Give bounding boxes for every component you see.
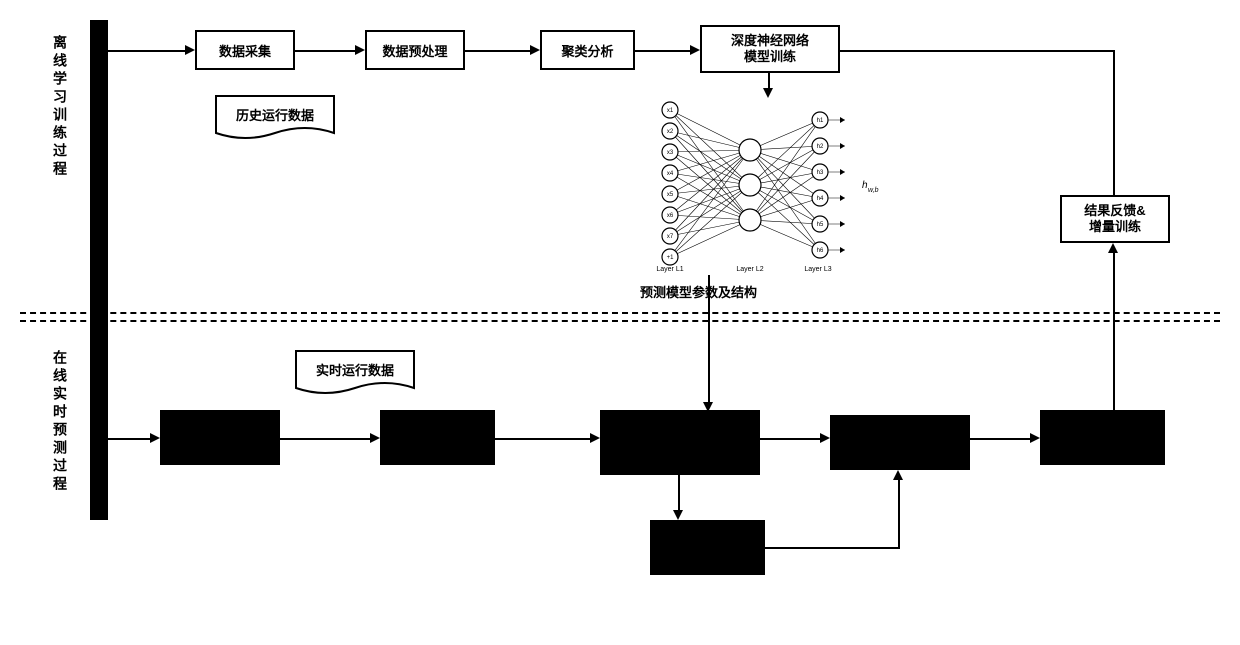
arrowhead-icon	[763, 88, 773, 98]
box-label: 数据预处理	[382, 41, 447, 60]
arrowhead-icon	[1030, 433, 1040, 443]
arrow-line	[678, 475, 680, 513]
doc-history-data: 历史运行数据	[215, 95, 335, 145]
svg-text:x5: x5	[667, 192, 674, 198]
svg-text:x3: x3	[667, 150, 674, 156]
box-data-preprocess: 数据预处理	[365, 30, 465, 70]
arrowhead-icon	[673, 510, 683, 520]
svg-text:h2: h2	[817, 144, 824, 150]
doc-label: 实时运行数据	[295, 350, 415, 379]
mid-label: 预测模型参数及结构	[640, 282, 757, 301]
arrow-line	[295, 50, 355, 52]
flowchart-diagram: 离线学习训练过程 在线实时预测过程 数据采集 数据预处理 聚类分析 深度神经网络…	[20, 20, 1220, 625]
divider-line	[20, 312, 1220, 314]
svg-text:h3: h3	[817, 170, 824, 176]
svg-text:Layer L1: Layer L1	[656, 266, 683, 273]
arrow-line	[760, 438, 820, 440]
blackbox-4	[830, 415, 970, 470]
arrowhead-icon	[370, 433, 380, 443]
box-data-collect: 数据采集	[195, 30, 295, 70]
svg-text:x6: x6	[667, 213, 674, 219]
arrow-line	[1113, 50, 1115, 195]
doc-realtime-data: 实时运行数据	[295, 350, 415, 400]
svg-text:x4: x4	[667, 171, 674, 177]
svg-text:h4: h4	[817, 196, 824, 202]
box-dnn-train: 深度神经网络 模型训练	[700, 25, 840, 73]
arrowhead-icon	[1108, 243, 1118, 253]
blackbox-6	[650, 520, 765, 575]
box-cluster: 聚类分析	[540, 30, 635, 70]
box-feedback: 结果反馈& 增量训练	[1060, 195, 1170, 243]
section-label-top: 离线学习训练过程	[50, 35, 70, 285]
arrowhead-icon	[355, 45, 365, 55]
arrow-line	[898, 480, 900, 549]
box-label: 聚类分析	[561, 41, 613, 60]
blackbox-1	[160, 410, 280, 465]
neural-network-diagram: x1 x2 x3 x4 x5 x6 x7 +1 h1 h2 h3 h4 h5 h6 Layer L1 L…	[640, 98, 880, 273]
svg-text:Layer L2: Layer L2	[736, 266, 763, 273]
box-label: 数据采集	[219, 41, 271, 60]
arrow-line	[708, 275, 710, 405]
section-label-bottom: 在线实时预测过程	[50, 350, 70, 600]
divider-line	[20, 320, 1220, 322]
arrowhead-icon	[893, 470, 903, 480]
doc-label: 历史运行数据	[215, 95, 335, 124]
svg-text:Layer L3: Layer L3	[804, 266, 831, 273]
svg-text:w,b: w,b	[868, 187, 879, 194]
arrow-line	[840, 50, 1115, 52]
arrowhead-icon	[820, 433, 830, 443]
svg-text:x1: x1	[667, 108, 674, 114]
arrow-line	[970, 438, 1030, 440]
arrowhead-icon	[185, 45, 195, 55]
blackbox-3	[600, 410, 760, 475]
svg-text:+1: +1	[667, 255, 675, 261]
arrow-line	[108, 438, 150, 440]
arrowhead-icon	[150, 433, 160, 443]
arrowhead-icon	[690, 45, 700, 55]
arrow-line	[635, 50, 690, 52]
box-label: 深度神经网络 模型训练	[731, 33, 809, 64]
box-label: 结果反馈& 增量训练	[1084, 203, 1145, 234]
svg-text:h1: h1	[817, 118, 824, 124]
arrowhead-icon	[590, 433, 600, 443]
arrow-line	[280, 438, 370, 440]
arrow-line	[765, 547, 900, 549]
blackbox-5	[1040, 410, 1165, 465]
blackbox-2	[380, 410, 495, 465]
arrow-line	[108, 50, 186, 52]
arrow-line	[1113, 253, 1115, 410]
svg-text:h6: h6	[817, 248, 824, 254]
svg-text:h5: h5	[817, 222, 824, 228]
svg-text:x7: x7	[667, 234, 674, 240]
svg-text:x2: x2	[667, 129, 674, 135]
arrow-line	[495, 438, 590, 440]
arrowhead-icon	[530, 45, 540, 55]
vertical-bar	[90, 20, 108, 520]
arrow-line	[465, 50, 530, 52]
